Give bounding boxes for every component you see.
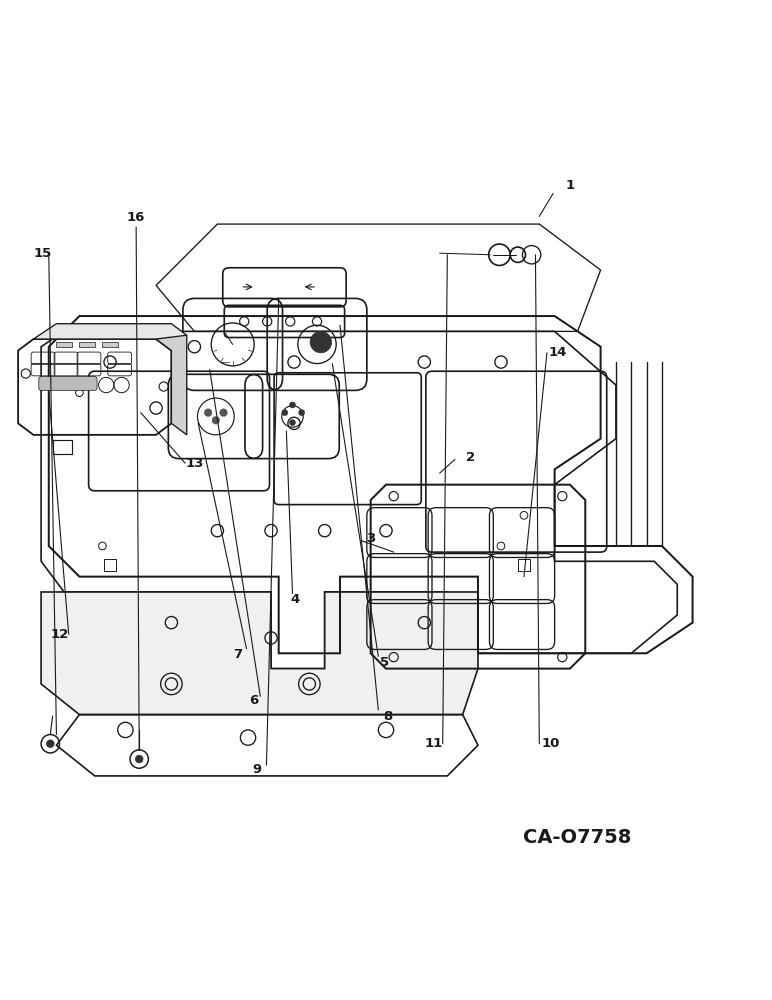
Text: 1: 1 xyxy=(565,179,574,192)
Text: 10: 10 xyxy=(542,737,560,750)
Bar xyxy=(518,559,530,571)
Text: 9: 9 xyxy=(252,763,262,776)
Text: 8: 8 xyxy=(383,710,392,723)
Circle shape xyxy=(46,740,54,748)
Text: 11: 11 xyxy=(425,737,442,750)
Circle shape xyxy=(205,409,212,416)
Text: 2: 2 xyxy=(466,451,475,464)
Circle shape xyxy=(310,331,332,353)
Text: 3: 3 xyxy=(366,532,375,545)
Text: CA-O7758: CA-O7758 xyxy=(523,828,631,847)
Bar xyxy=(80,342,95,347)
FancyBboxPatch shape xyxy=(39,377,97,390)
Text: 15: 15 xyxy=(33,247,52,260)
Text: 16: 16 xyxy=(127,211,145,224)
Circle shape xyxy=(282,410,288,416)
Circle shape xyxy=(220,409,227,416)
Circle shape xyxy=(290,420,296,426)
Bar xyxy=(56,342,72,347)
Text: 4: 4 xyxy=(291,593,300,606)
Circle shape xyxy=(299,410,305,416)
Polygon shape xyxy=(33,324,187,351)
Text: 13: 13 xyxy=(185,457,204,470)
Circle shape xyxy=(135,755,143,763)
Polygon shape xyxy=(41,592,478,715)
Bar xyxy=(103,342,118,347)
Text: 12: 12 xyxy=(50,628,69,641)
Bar xyxy=(104,559,117,571)
Bar xyxy=(52,440,72,454)
Text: 5: 5 xyxy=(380,656,389,669)
Text: 14: 14 xyxy=(548,346,567,359)
Circle shape xyxy=(290,402,296,408)
Circle shape xyxy=(212,416,220,424)
Text: 7: 7 xyxy=(232,648,242,661)
Text: 6: 6 xyxy=(249,694,259,707)
Polygon shape xyxy=(156,335,187,435)
